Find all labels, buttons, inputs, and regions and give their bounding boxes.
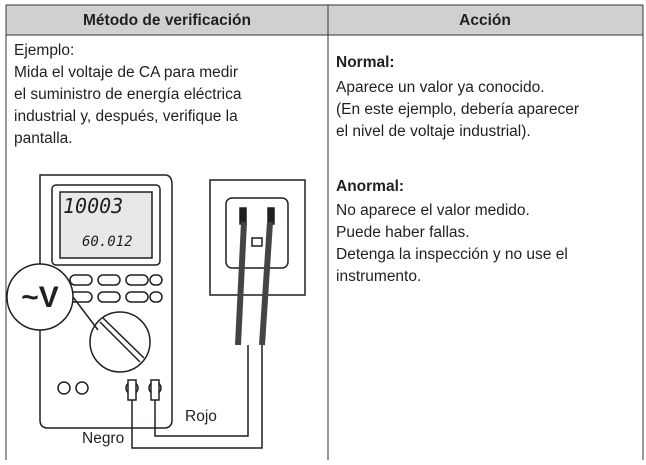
text: el nivel de voltaje industrial). bbox=[336, 123, 531, 140]
lead-label: Rojo bbox=[185, 408, 217, 425]
black-wire bbox=[131, 345, 263, 449]
text: (En este ejemplo, debería aparecer bbox=[336, 101, 579, 118]
callout-line bbox=[72, 296, 99, 331]
text: Ejemplo: bbox=[14, 42, 74, 59]
text: No aparece el valor medido. bbox=[336, 202, 530, 219]
text: Puede haber fallas. bbox=[336, 224, 470, 241]
dial bbox=[89, 311, 151, 373]
lead-label: Negro bbox=[82, 430, 124, 447]
text: Mida el voltaje de CA para medir bbox=[14, 64, 238, 81]
meter-body bbox=[39, 174, 173, 429]
probes bbox=[235, 221, 273, 346]
text: el suministro de energía eléctrica bbox=[14, 86, 242, 103]
meter-bezel bbox=[51, 184, 161, 266]
header-cell: Método de verificación bbox=[83, 12, 251, 29]
header-bg bbox=[6, 5, 643, 35]
text: industrial y, después, verifique la bbox=[14, 108, 238, 125]
display-main: 10003 bbox=[63, 194, 123, 218]
display-sub: 60.012 bbox=[82, 234, 133, 250]
illustration bbox=[6, 174, 306, 449]
outlet bbox=[225, 197, 289, 269]
dial-knob bbox=[99, 317, 145, 363]
text: instrumento. bbox=[336, 268, 421, 285]
text: Aparece un valor ya conocido. bbox=[336, 79, 545, 96]
function-label: ~V bbox=[21, 281, 59, 314]
red-wire bbox=[154, 345, 249, 437]
text: Detenga la inspección y no use el bbox=[336, 246, 568, 263]
heading: Normal: bbox=[336, 54, 395, 71]
heading: Anormal: bbox=[336, 178, 404, 195]
buttons bbox=[69, 274, 163, 303]
outlet-box bbox=[209, 179, 306, 296]
text: pantalla. bbox=[14, 130, 73, 147]
meter-display bbox=[59, 191, 153, 259]
header-cell: Acción bbox=[459, 12, 511, 29]
